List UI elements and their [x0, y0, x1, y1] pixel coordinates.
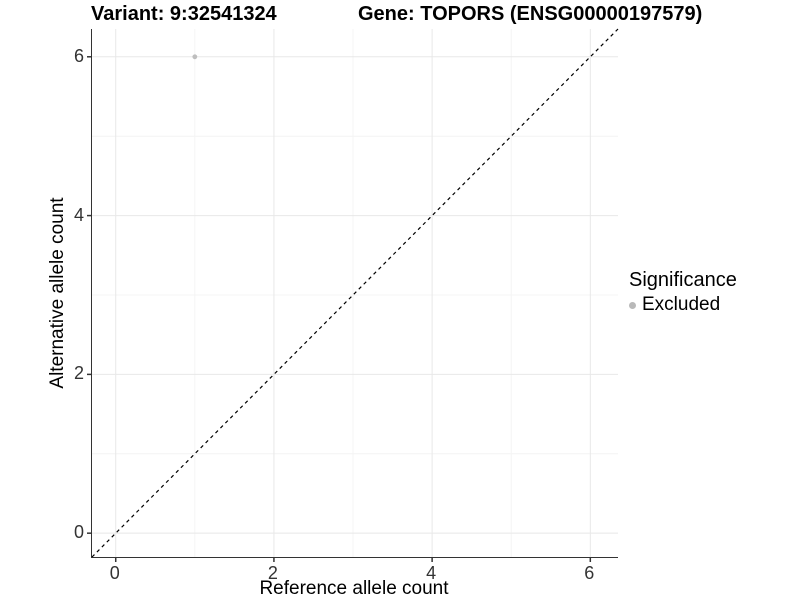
legend-item-label: Excluded	[642, 294, 721, 315]
legend-title: Significance	[629, 269, 737, 291]
variant-title: Variant: 9:32541324	[91, 3, 277, 25]
legend: Significance Excluded	[629, 268, 737, 316]
legend-item-excluded: Excluded	[629, 294, 737, 316]
x-tick-label: 2	[267, 563, 278, 583]
y-tick-label: 2	[73, 363, 84, 384]
x-tick-label: 6	[584, 563, 595, 583]
y-tick-label: 0	[73, 522, 84, 543]
y-axis-title: Alternative allele count	[47, 197, 68, 389]
gene-title: Gene: TOPORS (ENSG00000197579)	[358, 3, 703, 25]
plot-panel	[87, 28, 619, 562]
plot-canvas	[87, 28, 619, 562]
y-tick-label: 6	[73, 45, 84, 66]
x-tick-label: 0	[109, 563, 120, 583]
legend-point-marker	[629, 301, 636, 309]
x-tick-label: 4	[426, 563, 437, 583]
y-tick-label: 4	[73, 204, 84, 225]
x-axis-title: Reference allele count	[259, 578, 449, 599]
